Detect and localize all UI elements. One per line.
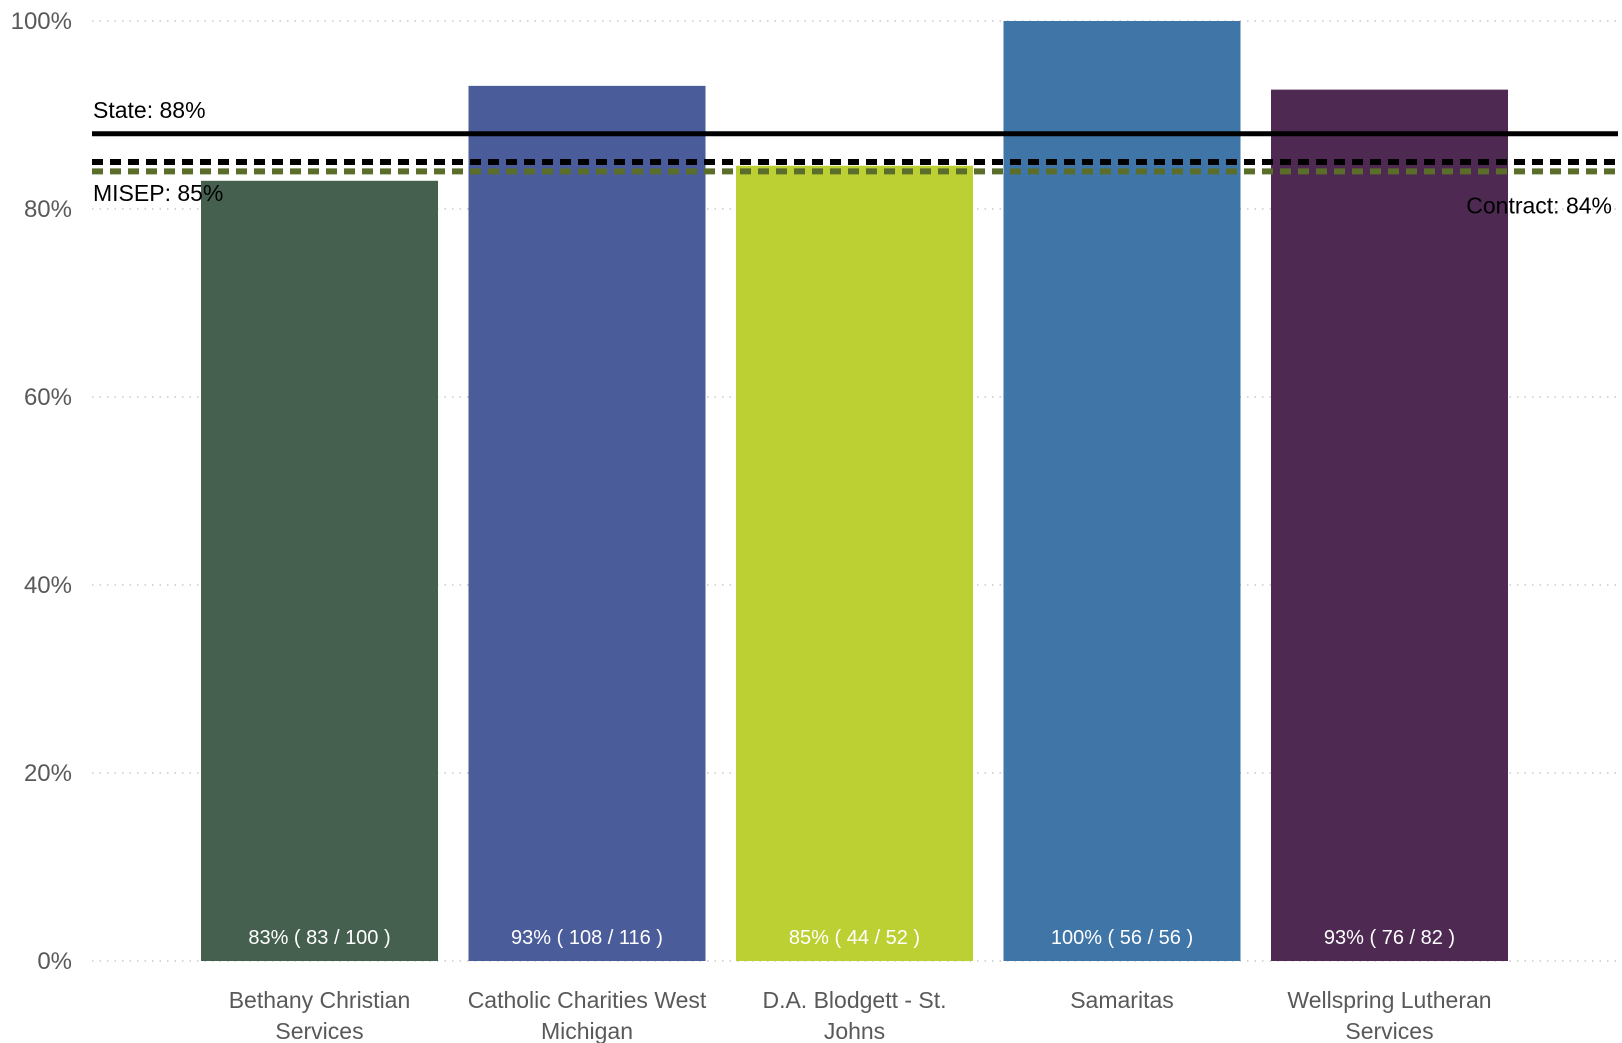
category-label-line1: Samaritas (1070, 987, 1174, 1013)
bar-data-label: 93% ( 76 / 82 ) (1324, 927, 1455, 949)
y-axis-ticks: 0% 20% 40% 60% 80% 100% (11, 8, 72, 975)
y-tick-label: 20% (24, 760, 72, 787)
category-label-line2: Services (275, 1018, 363, 1043)
reference-line-label: State: 88% (93, 97, 206, 123)
reference-line-label: MISEP: 85% (93, 180, 223, 206)
y-tick-label: 100% (11, 8, 72, 35)
category-label-line2: Johns (824, 1018, 885, 1043)
bar (468, 85, 706, 962)
bar (1003, 21, 1241, 961)
category-label-line1: D.A. Blodgett - St. (762, 987, 946, 1013)
bar (1271, 89, 1508, 962)
reference-line-label: Contract: 84% (1466, 192, 1612, 218)
bar (201, 180, 438, 962)
category-label-line1: Catholic Charities West (468, 987, 707, 1013)
y-tick-label: 0% (37, 948, 72, 975)
reference-lines: State: 88% MISEP: 85% Contract: 84% (92, 97, 1618, 218)
y-tick-label: 60% (24, 384, 72, 411)
category-label-line2: Services (1345, 1018, 1433, 1043)
category-label-line2: Michigan (541, 1018, 633, 1043)
category-label-line1: Wellspring Lutheran (1287, 987, 1491, 1013)
y-tick-label: 40% (24, 572, 72, 599)
bar-data-label: 93% ( 108 / 116 ) (511, 927, 663, 949)
bars: 83% ( 83 / 100 ) 93% ( 108 / 116 ) 85% ( 4… (201, 21, 1508, 962)
bar-data-label: 100% ( 56 / 56 ) (1051, 927, 1193, 949)
y-tick-label: 80% (24, 196, 72, 223)
bar-data-label: 83% ( 83 / 100 ) (248, 927, 390, 949)
bar (736, 165, 973, 961)
category-label-line1: Bethany Christian (229, 987, 411, 1013)
x-axis-categories: Bethany Christian Services Catholic Charit… (229, 987, 1492, 1043)
bar-data-label: 85% ( 44 / 52 ) (789, 927, 920, 949)
